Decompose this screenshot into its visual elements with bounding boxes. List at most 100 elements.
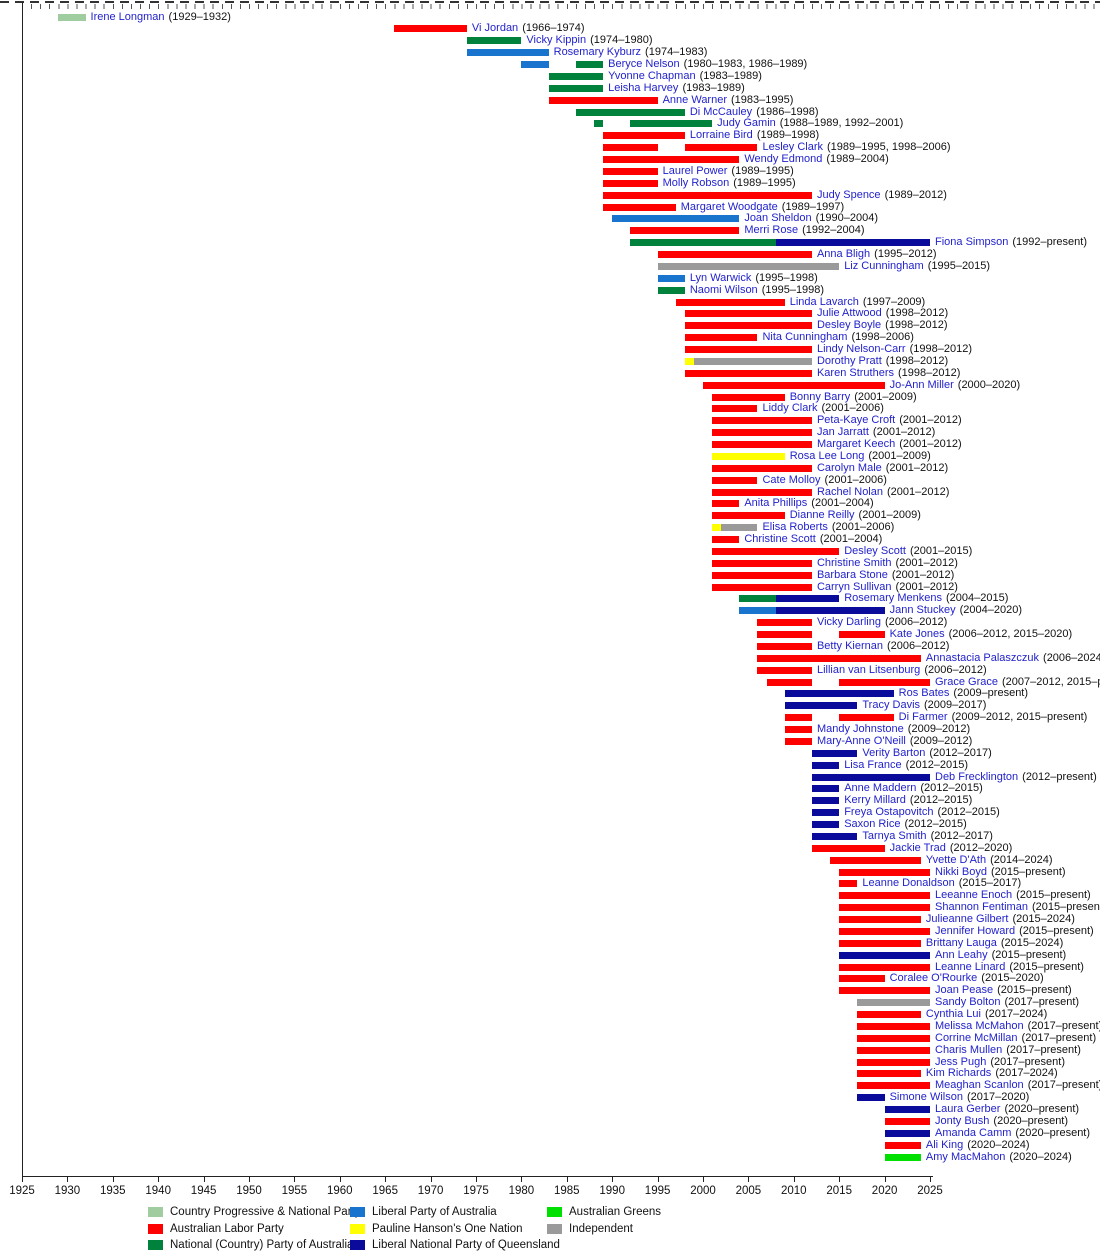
term-bar: [839, 975, 885, 983]
member-dates: (2017–2024): [984, 1008, 1048, 1020]
member-dates: (2015–2020): [981, 972, 1044, 985]
axis-tick: [294, 1176, 296, 1182]
member-dates: (2012–2015): [920, 782, 983, 795]
term-bar: [684, 369, 812, 377]
member-dates: (1998–2012): [885, 307, 949, 320]
member-label: Ali King (2020–2024): [926, 1139, 1030, 1152]
member-name: Bonny Barry: [789, 390, 851, 403]
axis-tick-label: 1965: [372, 1185, 398, 1197]
term-bar: [811, 773, 930, 781]
axis-tick: [203, 1176, 205, 1182]
member-dates: (2001–2012): [887, 485, 950, 498]
member-dates: (2015–present): [1009, 960, 1084, 973]
member-dates: (2004–2020): [959, 604, 1023, 617]
member-dates: (2020–present): [1004, 1103, 1080, 1115]
member-name: Lisa France: [844, 758, 902, 771]
term-bar: [603, 179, 658, 187]
member-name: Di Farmer: [898, 711, 948, 724]
member-label: Irene Longman (1929–1932): [91, 11, 231, 24]
member-dates: (2017–2020): [966, 1091, 1030, 1104]
member-name: Mandy Johnstone: [816, 723, 904, 735]
term-bar: [811, 821, 840, 828]
member-dates: (2006–2012): [887, 639, 950, 652]
member-label: Laurel Power (1989–1995): [663, 165, 794, 178]
axis-tick-label: 1975: [463, 1185, 489, 1197]
member-label: Mandy Johnstone (2009–2012): [817, 723, 970, 736]
member-dates: (1983–1995): [731, 93, 794, 106]
member-name: Desley Scott: [844, 544, 906, 557]
member-dates: (2015–present): [991, 948, 1067, 961]
member-label: Anna Bligh (1995–2012): [817, 248, 937, 261]
member-dates: (1998–2006): [851, 331, 914, 344]
legend-swatch-cpnp: [148, 1207, 163, 1217]
member-dates: (2001–2009): [868, 449, 931, 462]
member-label: Betty Kiernan (2006–2012): [817, 640, 949, 653]
member-dates: (2017–present): [1027, 1079, 1100, 1092]
member-name: Beryce Nelson: [608, 58, 680, 70]
member-name: Anna Bligh: [816, 248, 871, 260]
member-name: Kim Richards: [925, 1067, 992, 1080]
member-name: Judy Spence: [816, 188, 881, 201]
term-bar: [839, 678, 930, 686]
member-dates: (2000–2020): [957, 378, 1021, 391]
axis-tick-label: 1930: [54, 1185, 81, 1197]
member-label: Cynthia Lui (2017–2024): [926, 1008, 1047, 1021]
member-dates: (2020–2024): [1009, 1150, 1072, 1163]
member-label: Coralee O'Rourke (2015–2020): [890, 972, 1044, 985]
member-name: Kerry Millard: [844, 794, 906, 807]
member-label: Desley Scott (2001–2015): [844, 545, 972, 558]
member-label: Annastacia Palaszczuk (2006–2024): [926, 652, 1100, 665]
legend-swatch-ind: [547, 1223, 562, 1234]
member-name: Betty Kiernan: [816, 639, 883, 652]
member-dates: (1995–2012): [874, 248, 937, 260]
member-name: Peta-Kaye Croft: [816, 414, 896, 427]
member-name: Annastacia Palaszczuk: [925, 651, 1040, 664]
member-label: Dorothy Pratt (1998–2012): [817, 355, 948, 368]
legend-swatch-lnp: [350, 1240, 365, 1250]
member-label: Beryce Nelson (1980–1983, 1986–1989): [608, 58, 807, 71]
member-dates: (1989–1998): [756, 129, 820, 142]
member-label: Melissa McMahon (2017–present): [935, 1020, 1100, 1033]
member-label: Tracy Davis (2009–2017): [862, 699, 986, 712]
term-bar: [657, 262, 840, 270]
member-name: Leeanne Enoch: [935, 889, 1013, 902]
term-bar: [630, 239, 776, 247]
axis-tick: [566, 1176, 568, 1182]
term-bar: [603, 132, 685, 140]
member-label: Vicky Darling (2006–2012): [817, 616, 947, 629]
member-name: Rachel Nolan: [816, 485, 883, 498]
term-bar: [839, 868, 930, 876]
member-label: Tarnya Smith (2012–2017): [862, 830, 993, 843]
term-bar: [703, 381, 885, 389]
member-name: Linda Lavarch: [789, 295, 859, 308]
term-bar: [775, 607, 885, 615]
term-bar: [839, 927, 930, 935]
term-bar: [775, 595, 840, 603]
term-bar: [857, 1070, 921, 1078]
member-label: Amanda Camm (2020–present): [935, 1127, 1090, 1140]
term-bar: [784, 714, 812, 722]
member-name: Carryn Sullivan: [816, 580, 892, 593]
legend-label-alp: Australian Labor Party: [170, 1222, 284, 1235]
term-bar: [757, 619, 812, 627]
member-label: Corrine McMillan (2017–present): [935, 1032, 1096, 1045]
axis-tick: [930, 1176, 931, 1182]
term-bar: [594, 120, 604, 128]
member-name: Liz Cunningham: [844, 259, 924, 272]
member-name: Amy MacMahon: [925, 1150, 1006, 1163]
member-dates: (2012–2017): [930, 829, 993, 842]
member-label: Molly Robson (1989–1995): [663, 177, 796, 190]
member-name: Carolyn Male: [816, 461, 882, 474]
member-dates: (2012–2020): [949, 841, 1013, 854]
member-name: Charis Mullen: [935, 1043, 1003, 1056]
member-name: Laura Gerber: [935, 1103, 1001, 1115]
member-label: Anne Warner (1983–1995): [663, 94, 794, 107]
term-bar: [857, 1011, 921, 1018]
member-label: Rosemary Kyburz (1974–1983): [554, 46, 708, 59]
member-label: Kim Richards (2017–2024): [926, 1067, 1058, 1080]
member-label: Nikki Boyd (2015–present): [935, 866, 1066, 879]
term-bar: [575, 61, 604, 68]
member-dates: (1989–1997): [781, 200, 845, 213]
term-bar: [739, 607, 776, 615]
